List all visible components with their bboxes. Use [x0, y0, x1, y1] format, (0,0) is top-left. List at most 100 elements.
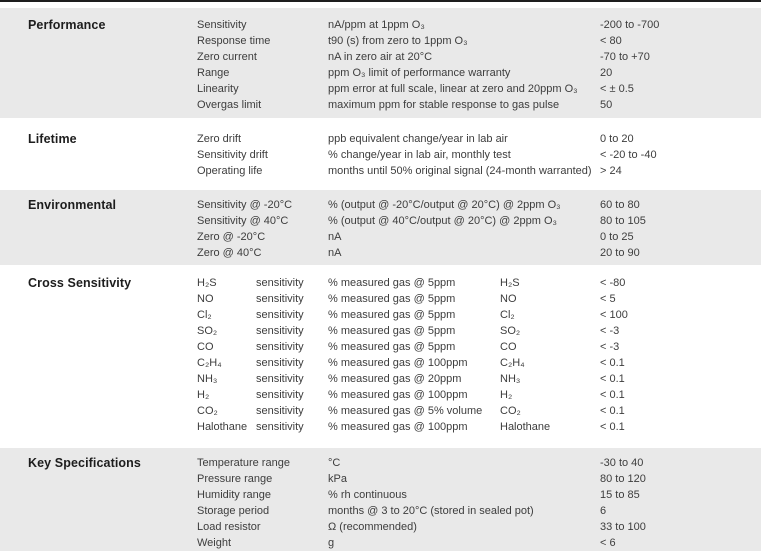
param-name: Response time — [197, 35, 271, 47]
param-value: -70 to +70 — [600, 51, 650, 63]
param-value: < 0.1 — [600, 421, 625, 433]
sensitivity-label: sensitivity — [256, 357, 304, 369]
param-name: Load resistor — [197, 521, 261, 533]
param-desc: % measured gas @ 5ppm — [328, 325, 456, 337]
table-row: Sensitivity drift % change/year in lab a… — [197, 147, 761, 163]
gas-name: SO₂ — [197, 325, 218, 337]
section-cross-sensitivity: Cross Sensitivity H₂S sensitivity % meas… — [0, 265, 761, 445]
param-desc: g — [328, 537, 335, 549]
param-desc: % measured gas @ 5ppm — [328, 277, 456, 289]
table-row: H₂S sensitivity % measured gas @ 5ppm H₂… — [197, 275, 761, 291]
param-name: Humidity range — [197, 489, 271, 501]
gas-name-repeat: Cl₂ — [500, 309, 515, 321]
param-name: Storage period — [197, 505, 270, 517]
param-value: < 0.1 — [600, 389, 625, 401]
param-value: < 0.1 — [600, 357, 625, 369]
section-title: Key Specifications — [28, 456, 141, 470]
param-value: < 100 — [600, 309, 628, 321]
param-name: Temperature range — [197, 457, 290, 469]
param-name: Zero drift — [197, 133, 242, 145]
gas-name: NO — [197, 293, 214, 305]
param-value: -200 to -700 — [600, 19, 660, 31]
table-row: Range ppm O₃ limit of performance warran… — [197, 65, 761, 81]
section-rows: Zero drift ppb equivalent change/year in… — [197, 131, 761, 179]
param-name: Zero @ -20°C — [197, 231, 266, 243]
gas-name: H₂ — [197, 389, 210, 401]
param-name: Pressure range — [197, 473, 273, 485]
table-row: Cl₂ sensitivity % measured gas @ 5ppm Cl… — [197, 307, 761, 323]
param-value: > 24 — [600, 165, 622, 177]
table-row: NO sensitivity % measured gas @ 5ppm NO … — [197, 291, 761, 307]
param-name: Weight — [197, 537, 232, 549]
gas-name-repeat: NH₃ — [500, 373, 521, 385]
table-row: Pressure range kPa 80 to 120 — [197, 471, 761, 487]
gas-name: Cl₂ — [197, 309, 212, 321]
param-value: 60 to 80 — [600, 199, 640, 211]
sensitivity-label: sensitivity — [256, 309, 304, 321]
param-desc: % measured gas @ 20ppm — [328, 373, 462, 385]
param-value: 33 to 100 — [600, 521, 646, 533]
table-row: Temperature range °C -30 to 40 — [197, 455, 761, 471]
param-name: Zero @ 40°C — [197, 247, 262, 259]
param-desc: maximum ppm for stable response to gas p… — [328, 99, 560, 111]
gas-name-repeat: H₂S — [500, 277, 520, 289]
gas-name: H₂S — [197, 277, 217, 289]
param-desc: % rh continuous — [328, 489, 407, 501]
param-value: 80 to 105 — [600, 215, 646, 227]
section-rows: Sensitivity nA/ppm at 1ppm O₃ -200 to -7… — [197, 17, 761, 113]
param-desc: % measured gas @ 100ppm — [328, 389, 468, 401]
param-name: Operating life — [197, 165, 263, 177]
param-value: < ± 0.5 — [600, 83, 634, 95]
table-row: Sensitivity @ -20°C % (output @ -20°C/ou… — [197, 197, 761, 213]
param-desc: nA/ppm at 1ppm O₃ — [328, 19, 425, 31]
table-row: Storage period months @ 3 to 20°C (store… — [197, 503, 761, 519]
param-value: < 0.1 — [600, 373, 625, 385]
param-desc: % measured gas @ 100ppm — [328, 357, 468, 369]
sensitivity-label: sensitivity — [256, 293, 304, 305]
section-lifetime: Lifetime Zero drift ppb equivalent chang… — [0, 118, 761, 190]
param-value: 0 to 20 — [600, 133, 634, 145]
gas-name: CO — [197, 341, 214, 353]
table-row: CO₂ sensitivity % measured gas @ 5% volu… — [197, 403, 761, 419]
param-desc: % (output @ 40°C/output @ 20°C) @ 2ppm O… — [328, 215, 557, 227]
table-row: Halothane sensitivity % measured gas @ 1… — [197, 419, 761, 435]
section-title: Performance — [28, 18, 106, 32]
param-value: 0 to 25 — [600, 231, 634, 243]
param-value: < 6 — [600, 537, 616, 549]
param-desc: % measured gas @ 5ppm — [328, 341, 456, 353]
param-name: Sensitivity @ -20°C — [197, 199, 293, 211]
table-row: Operating life months until 50% original… — [197, 163, 761, 179]
param-desc: % measured gas @ 5ppm — [328, 293, 456, 305]
param-desc: months until 50% original signal (24-mon… — [328, 165, 592, 177]
section-rows: Temperature range °C -30 to 40 Pressure … — [197, 455, 761, 551]
gas-name: C₂H₄ — [197, 357, 222, 369]
param-desc: nA — [328, 231, 342, 243]
param-name: Sensitivity drift — [197, 149, 268, 161]
table-row: Zero @ 40°C nA 20 to 90 — [197, 245, 761, 261]
table-row: Overgas limit maximum ppm for stable res… — [197, 97, 761, 113]
gas-name-repeat: Halothane — [500, 421, 551, 433]
param-desc: nA — [328, 247, 342, 259]
table-row: SO₂ sensitivity % measured gas @ 5ppm SO… — [197, 323, 761, 339]
gas-name-repeat: C₂H₄ — [500, 357, 525, 369]
gas-name-repeat: CO₂ — [500, 405, 521, 417]
param-desc: ppb equivalent change/year in lab air — [328, 133, 508, 145]
param-value: < -3 — [600, 341, 620, 353]
param-desc: % (output @ -20°C/output @ 20°C) @ 2ppm … — [328, 199, 561, 211]
param-desc: % measured gas @ 100ppm — [328, 421, 468, 433]
param-name: Range — [197, 67, 230, 79]
section-title: Environmental — [28, 198, 117, 212]
param-value: < -3 — [600, 325, 620, 337]
param-desc: % change/year in lab air, monthly test — [328, 149, 511, 161]
param-desc: % measured gas @ 5% volume — [328, 405, 483, 417]
gas-name: NH₃ — [197, 373, 218, 385]
gas-name-repeat: NO — [500, 293, 517, 305]
gas-name: CO₂ — [197, 405, 218, 417]
sensitivity-label: sensitivity — [256, 405, 304, 417]
table-row: H₂ sensitivity % measured gas @ 100ppm H… — [197, 387, 761, 403]
section-key-specifications: Key Specifications Temperature range °C … — [0, 448, 761, 551]
gas-name: Halothane — [197, 421, 248, 433]
sensitivity-label: sensitivity — [256, 325, 304, 337]
sensitivity-label: sensitivity — [256, 341, 304, 353]
param-desc: nA in zero air at 20°C — [328, 51, 433, 63]
